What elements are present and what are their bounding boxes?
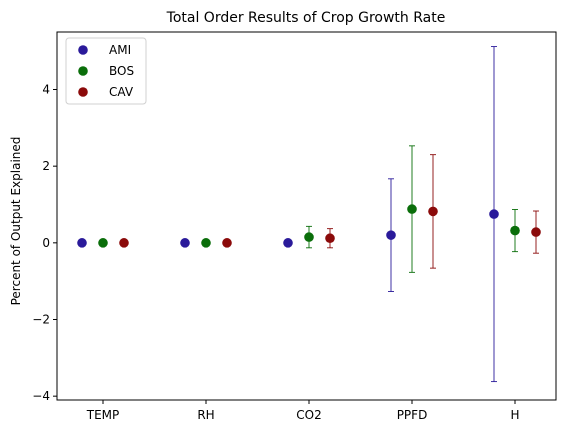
point-ami xyxy=(386,230,396,240)
legend-marker-cav xyxy=(78,87,88,97)
x-tick-label: TEMP xyxy=(86,408,120,422)
y-tick-label: −2 xyxy=(32,313,50,327)
x-tick-label: PPFD xyxy=(397,408,428,422)
y-tick-label: −4 xyxy=(32,389,50,403)
legend-marker-ami xyxy=(78,45,88,55)
chart-title: Total Order Results of Crop Growth Rate xyxy=(166,10,446,26)
plot-area: −4 −2 0 2 4 TEMP RH CO2 PPFD H xyxy=(32,46,541,422)
point-cav xyxy=(119,238,129,248)
legend: AMI BOS CAV xyxy=(65,37,147,105)
y-axis-label: Percent of Output Explained xyxy=(9,137,23,306)
y-tick-label: 2 xyxy=(42,159,50,173)
point-ami xyxy=(489,209,499,219)
legend-label-bos: BOS xyxy=(109,64,134,78)
y-tick-label: 0 xyxy=(42,236,50,250)
plot-frame xyxy=(56,31,557,401)
point-bos xyxy=(407,204,417,214)
point-ami xyxy=(77,238,87,248)
point-bos xyxy=(98,238,108,248)
x-tick-label: RH xyxy=(197,408,214,422)
y-tick-label: 4 xyxy=(42,83,50,97)
x-tick-label: CO2 xyxy=(296,408,321,422)
point-cav xyxy=(531,227,541,237)
point-cav xyxy=(428,206,438,217)
point-ami xyxy=(180,238,190,248)
legend-label-ami: AMI xyxy=(109,43,131,57)
point-bos xyxy=(304,232,314,242)
point-ami xyxy=(283,238,293,248)
point-bos xyxy=(510,225,520,236)
legend-box xyxy=(65,37,147,105)
point-cav xyxy=(325,233,335,244)
point-cav xyxy=(222,238,232,248)
legend-label-cav: CAV xyxy=(109,85,134,99)
point-bos xyxy=(201,238,211,248)
legend-marker-bos xyxy=(78,66,88,76)
x-tick-label: H xyxy=(510,408,519,422)
